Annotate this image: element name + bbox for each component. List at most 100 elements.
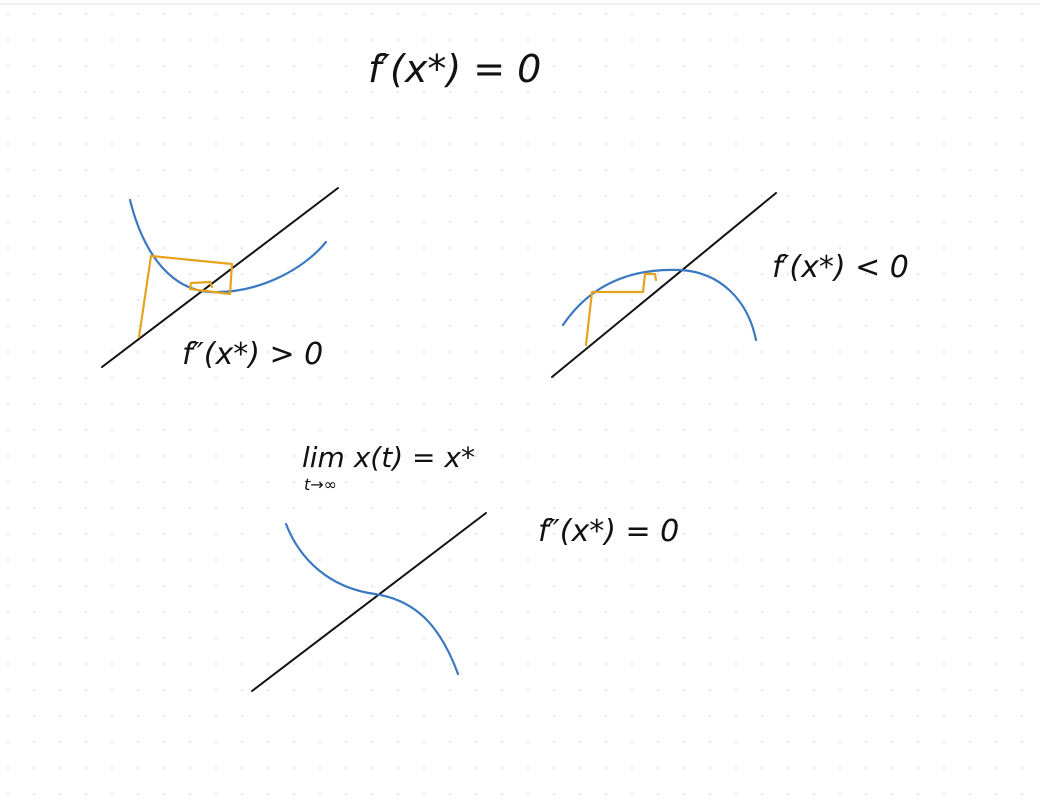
grid-dot xyxy=(865,325,867,327)
grid-dot xyxy=(137,117,139,119)
grid-dot xyxy=(917,689,919,691)
grid-dot xyxy=(891,403,893,405)
grid-dot xyxy=(527,533,529,535)
grid-dot xyxy=(943,195,945,197)
grid-dot xyxy=(657,195,659,197)
grid-dot xyxy=(657,91,659,93)
grid-dot xyxy=(735,377,737,379)
grid-dot xyxy=(85,247,87,249)
grid-dot xyxy=(891,585,893,587)
grid-dot xyxy=(449,91,451,93)
grid-dot xyxy=(267,195,269,197)
grid-dot xyxy=(189,143,191,145)
grid-dot xyxy=(7,559,9,561)
grid-dot xyxy=(631,91,633,93)
grid-dot xyxy=(111,13,113,15)
grid-dot xyxy=(839,299,841,301)
grid-dot xyxy=(969,169,971,171)
grid-dot xyxy=(397,767,399,769)
grid-dot xyxy=(735,507,737,509)
grid-dot xyxy=(267,117,269,119)
grid-dot xyxy=(553,39,555,41)
grid-dot xyxy=(33,39,35,41)
grid-dot xyxy=(761,299,763,301)
grid-dot xyxy=(371,325,373,327)
grid-dot xyxy=(943,169,945,171)
grid-dot xyxy=(371,507,373,509)
grid-dot xyxy=(761,117,763,119)
grid-dot xyxy=(215,13,217,15)
grid-dot xyxy=(813,403,815,405)
grid-dot xyxy=(787,741,789,743)
grid-dot xyxy=(111,663,113,665)
grid-dot xyxy=(475,481,477,483)
grid-dot xyxy=(527,117,529,119)
grid-dot xyxy=(371,611,373,613)
grid-dot xyxy=(111,91,113,93)
grid-dot xyxy=(85,611,87,613)
grid-dot xyxy=(189,507,191,509)
grid-dot xyxy=(241,793,243,795)
grid-dot xyxy=(995,13,997,15)
grid-dot xyxy=(7,767,9,769)
grid-dot xyxy=(813,351,815,353)
grid-dot xyxy=(865,143,867,145)
grid-dot xyxy=(137,169,139,171)
grid-dot xyxy=(709,403,711,405)
grid-dot xyxy=(189,429,191,431)
grid-dot xyxy=(839,455,841,457)
grid-dot xyxy=(631,39,633,41)
grid-dot xyxy=(85,793,87,795)
grid-dot xyxy=(163,143,165,145)
diagonal-line xyxy=(551,192,777,378)
grid-dot xyxy=(85,377,87,379)
grid-dot xyxy=(7,741,9,743)
grid-dot xyxy=(683,117,685,119)
grid-dot xyxy=(995,377,997,379)
grid-dot xyxy=(59,689,61,691)
grid-dot xyxy=(501,247,503,249)
grid-dot xyxy=(267,455,269,457)
grid-dot xyxy=(839,663,841,665)
grid-dot xyxy=(241,663,243,665)
grid-dot xyxy=(709,637,711,639)
grid-dot xyxy=(735,351,737,353)
grid-dot xyxy=(865,91,867,93)
grid-dot xyxy=(423,533,425,535)
grid-dot xyxy=(33,299,35,301)
grid-dot xyxy=(631,169,633,171)
grid-dot xyxy=(787,507,789,509)
grid-dot xyxy=(293,533,295,535)
grid-dot xyxy=(267,39,269,41)
grid-dot xyxy=(891,299,893,301)
grid-dot xyxy=(787,663,789,665)
grid-dot xyxy=(865,507,867,509)
grid-dot xyxy=(605,741,607,743)
grid-dot xyxy=(579,377,581,379)
grid-dot xyxy=(891,273,893,275)
grid-dot xyxy=(345,247,347,249)
grid-dot xyxy=(397,559,399,561)
grid-dot xyxy=(813,481,815,483)
grid-dot xyxy=(579,195,581,197)
grid-dot xyxy=(735,559,737,561)
stable-fixed-point-diagram: f″(x*) > 0 xyxy=(101,187,339,372)
grid-dot xyxy=(371,481,373,483)
grid-dot xyxy=(189,117,191,119)
grid-dot xyxy=(631,221,633,223)
grid-dot xyxy=(85,273,87,275)
grid-dot xyxy=(189,351,191,353)
grid-dot xyxy=(917,65,919,67)
grid-dot xyxy=(189,793,191,795)
grid-dot xyxy=(319,741,321,743)
grid-dot xyxy=(267,65,269,67)
grid-dot xyxy=(917,663,919,665)
grid-dot xyxy=(683,299,685,301)
grid-dot xyxy=(449,533,451,535)
concave-curve xyxy=(561,268,758,342)
grid-dot xyxy=(553,273,555,275)
grid-dot xyxy=(657,663,659,665)
grid-dot xyxy=(111,559,113,561)
grid-dot xyxy=(709,663,711,665)
grid-dot xyxy=(605,195,607,197)
